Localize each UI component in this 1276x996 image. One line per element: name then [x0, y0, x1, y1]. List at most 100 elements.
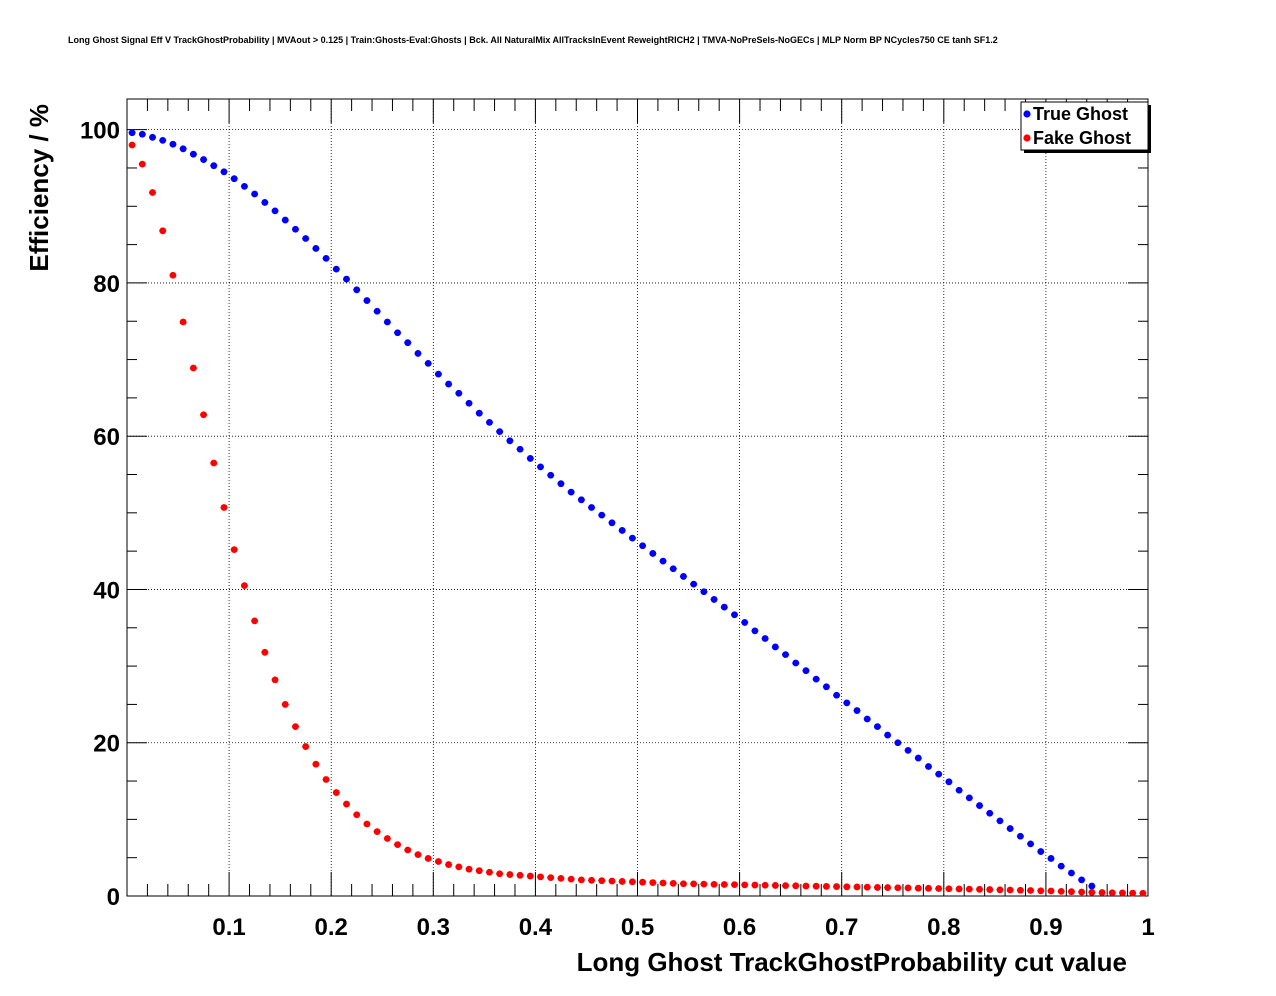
fake-ghost-point [169, 271, 177, 279]
fake-ghost-point [404, 846, 412, 854]
true-ghost-point [445, 380, 453, 388]
fake-ghost-point [373, 828, 381, 836]
true-ghost-point [220, 168, 228, 176]
fake-ghost-point [1016, 886, 1024, 894]
true-ghost-point [669, 565, 677, 573]
x-tick-label: 0.2 [315, 914, 348, 941]
fake-ghost-point [210, 459, 218, 467]
fake-ghost-point [996, 886, 1004, 894]
fake-ghost-point [731, 881, 738, 889]
true-ghost-point [1006, 825, 1014, 832]
fake-ghost-point [1068, 888, 1075, 896]
fake-ghost-point [383, 835, 391, 842]
fake-ghost-point [292, 723, 299, 731]
true-ghost-point [1016, 832, 1024, 840]
x-tick-label: 0.4 [519, 914, 553, 941]
fake-ghost-point [741, 881, 749, 889]
true-ghost-point [853, 707, 861, 714]
fake-ghost-point [1139, 889, 1147, 897]
legend-box [1020, 101, 1149, 151]
fake-ghost-point [935, 885, 943, 892]
true-ghost-point [996, 817, 1004, 825]
true-ghost-point [526, 455, 534, 462]
fake-ghost-point [965, 885, 973, 893]
true-ghost-point [567, 488, 575, 496]
true-ghost-point [649, 550, 657, 557]
true-ghost-point [771, 643, 779, 651]
fake-ghost-point [792, 882, 800, 890]
fake-ghost-point [424, 855, 432, 862]
fake-ghost-point [955, 885, 963, 893]
fake-ghost-point [751, 881, 759, 889]
y-tick-label: 80 [93, 271, 120, 298]
x-tick-label: 0.8 [927, 914, 960, 941]
true-ghost-point [884, 731, 892, 739]
true-ghost-point [628, 534, 636, 542]
true-ghost-point [608, 519, 616, 527]
fake-ghost-point [200, 411, 207, 419]
fake-ghost-point [486, 868, 493, 876]
true-ghost-point [241, 182, 248, 190]
x-tick-label: 0.3 [417, 914, 450, 941]
true-ghost-point [700, 588, 708, 596]
true-ghost-point [200, 156, 207, 163]
fake-ghost-point [1108, 889, 1116, 897]
true-ghost-point [475, 409, 483, 417]
fake-ghost-point [230, 546, 238, 554]
fake-ghost-point [1129, 889, 1137, 897]
true-ghost-point [945, 778, 953, 786]
fake-ghost-point [271, 676, 279, 684]
x-tick-label: 0.9 [1029, 914, 1062, 941]
true-ghost-point [822, 683, 830, 691]
true-ghost-point [843, 699, 851, 707]
fake-ghost-point [659, 879, 667, 887]
fake-ghost-point [220, 504, 228, 511]
fake-ghost-point [669, 879, 677, 887]
fake-ghost-point [363, 820, 371, 828]
plot-frame [126, 98, 1149, 897]
y-tick-label: 20 [93, 731, 120, 758]
fake-ghost-point [618, 878, 626, 885]
true-ghost-point [414, 350, 422, 357]
true-ghost-point [874, 723, 881, 731]
true-ghost-point [261, 199, 269, 206]
true-ghost-point [1078, 876, 1086, 884]
fake-ghost-point [639, 878, 647, 886]
true-ghost-point [404, 339, 412, 347]
true-ghost-point [731, 611, 738, 619]
true-ghost-point [179, 145, 187, 153]
fake-ghost-point [802, 882, 810, 890]
fake-ghost-point [332, 789, 340, 796]
fake-ghost-point [680, 880, 687, 888]
true-ghost-point [598, 511, 606, 519]
true-ghost-point [394, 329, 401, 337]
fake-ghost-point [720, 881, 728, 888]
fake-ghost-point [577, 876, 585, 884]
true-ghost-point [322, 255, 330, 262]
true-ghost-point [383, 318, 391, 326]
true-ghost-point [741, 619, 749, 626]
true-ghost-point [465, 399, 473, 407]
true-ghost-point [792, 659, 800, 667]
true-ghost-point [496, 428, 504, 435]
true-ghost-point [506, 437, 514, 445]
true-ghost-point [302, 235, 310, 242]
true-ghost-point [281, 216, 289, 224]
true-ghost-point [271, 207, 279, 215]
true-ghost-point [965, 794, 973, 802]
fake-ghost-point [976, 885, 983, 893]
fake-ghost-point [1078, 888, 1086, 896]
fake-ghost-point [986, 886, 994, 893]
fake-ghost-point [700, 880, 708, 888]
fake-ghost-point [353, 811, 361, 819]
true-ghost-point [710, 596, 718, 603]
x-tick-label: 0.7 [825, 914, 858, 941]
true-ghost-point [537, 463, 544, 471]
true-ghost-point [159, 136, 167, 144]
true-ghost-point [639, 542, 647, 550]
legend: True Ghost Fake Ghost [1020, 101, 1151, 153]
fake-ghost-point [547, 874, 555, 882]
fake-ghost-point [159, 227, 167, 235]
true-ghost-point [680, 573, 687, 580]
